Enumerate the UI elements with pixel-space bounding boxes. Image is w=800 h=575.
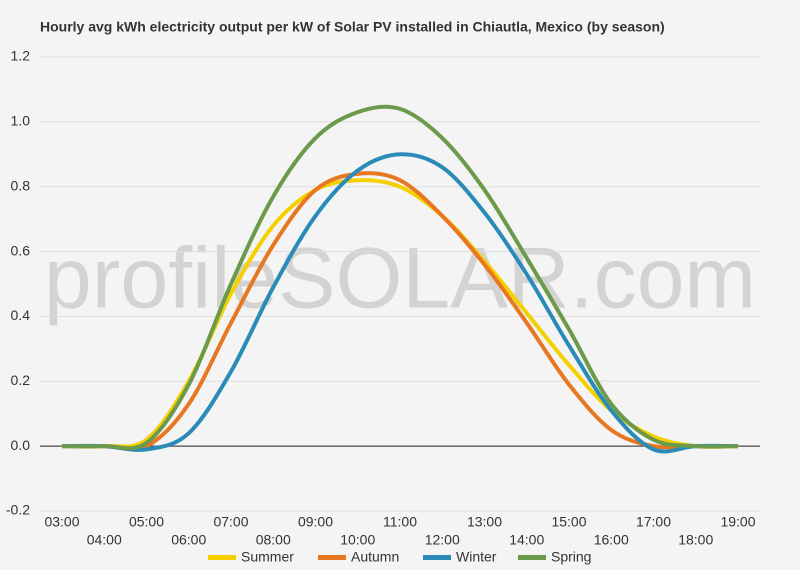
- legend-label: Autumn: [351, 549, 399, 565]
- x-tick-label: 12:00: [425, 532, 460, 548]
- x-tick-label: 07:00: [213, 514, 248, 530]
- x-tick-label: 03:00: [44, 514, 79, 530]
- y-tick-label: -0.2: [6, 502, 30, 518]
- x-tick-label: 06:00: [171, 532, 206, 548]
- x-tick-label: 10:00: [340, 532, 375, 548]
- legend-label: Summer: [241, 549, 294, 565]
- y-tick-label: 0.0: [11, 437, 31, 453]
- x-tick-label: 08:00: [256, 532, 291, 548]
- x-tick-label: 14:00: [509, 532, 544, 548]
- series-line: [62, 171, 738, 452]
- y-tick-label: 0.8: [11, 177, 31, 193]
- x-tick-label: 15:00: [551, 514, 586, 530]
- x-tick-label: 18:00: [678, 532, 713, 548]
- chart-title: Hourly avg kWh electricity output per kW…: [40, 19, 665, 35]
- x-tick-label: 05:00: [129, 514, 164, 530]
- legend-label: Spring: [551, 549, 591, 565]
- x-tick-label: 17:00: [636, 514, 671, 530]
- legend-label: Winter: [456, 549, 497, 565]
- x-tick-label: 13:00: [467, 514, 502, 530]
- series-line: [61, 152, 739, 454]
- x-tick-label: 19:00: [720, 514, 755, 530]
- x-tick-label: 04:00: [87, 532, 122, 548]
- y-tick-label: 1.2: [11, 48, 31, 64]
- series-line: [61, 104, 739, 451]
- legend-swatch: [518, 555, 546, 560]
- y-tick-label: 0.2: [11, 372, 31, 388]
- x-tick-label: 16:00: [594, 532, 629, 548]
- legend-swatch: [318, 555, 346, 560]
- legend-swatch: [208, 555, 236, 560]
- y-tick-label: 0.4: [11, 307, 31, 323]
- y-tick-label: 1.0: [11, 113, 31, 129]
- x-tick-label: 11:00: [383, 514, 417, 530]
- y-tick-label: 0.6: [11, 242, 31, 258]
- legend-swatch: [423, 555, 451, 560]
- x-tick-label: 09:00: [298, 514, 333, 530]
- watermark: profileSOLAR.com: [44, 231, 756, 327]
